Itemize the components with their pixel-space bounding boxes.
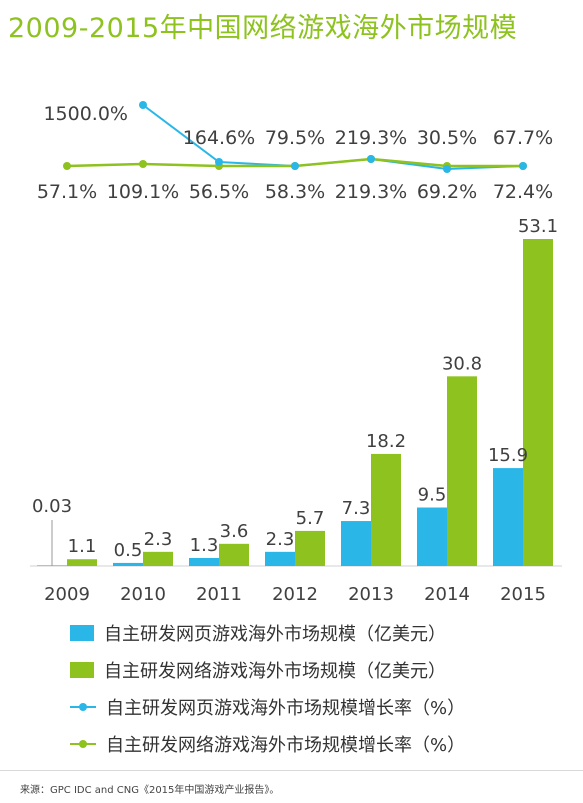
- bar-web-game-2013: [341, 521, 371, 566]
- legend-swatch-web-game-size: [70, 624, 94, 641]
- legend-swatch-online-game-size: [70, 661, 94, 678]
- data-label-online-game-2015: 53.1: [518, 216, 558, 237]
- data-label-web-game-2014: 9.5: [418, 484, 447, 505]
- growth-label-web-game-2011: 164.6%: [183, 127, 255, 149]
- bar-online-game-2013: [371, 453, 401, 566]
- data-label-web-game-2013: 7.3: [342, 498, 371, 519]
- chart-title: 2009-2015年中国网络游戏海外市场规模: [8, 13, 518, 44]
- legend-swatch-online-game-growth: [70, 736, 96, 752]
- bar-online-game-2009: [67, 559, 97, 566]
- bar-online-game-2012: [295, 530, 325, 566]
- x-tick-2014: 2014: [424, 584, 470, 605]
- bar-web-game-2010: [113, 562, 143, 566]
- data-label-online-game-2011: 3.6: [220, 521, 249, 542]
- x-tick-2011: 2011: [196, 584, 242, 605]
- growth-label-online-game-2013: 219.3%: [335, 181, 407, 203]
- growth-label-web-game-2012: 79.5%: [265, 127, 325, 149]
- point-web-game-growth-2010: [139, 101, 147, 109]
- data-label-web-game-2015: 15.9: [488, 445, 528, 466]
- data-label-web-game-2009: 0.03: [32, 496, 72, 517]
- bar-web-game-2011: [189, 557, 219, 566]
- bar-online-game-2014: [447, 376, 477, 566]
- data-label-online-game-2009: 1.1: [68, 536, 97, 557]
- footer-divider: [0, 770, 583, 771]
- source-note: 来源：GPC IDC and CNG《2015年中国游戏产业报告》。: [20, 785, 280, 796]
- data-label-web-game-2011: 1.3: [190, 535, 219, 556]
- point-web-game-growth-2015: [519, 162, 527, 170]
- bar-web-game-2012: [265, 551, 295, 566]
- growth-label-online-game-2011: 56.5%: [189, 181, 249, 203]
- point-online-game-growth-2009: [63, 162, 71, 170]
- data-label-web-game-2010: 0.5: [114, 540, 143, 561]
- data-label-online-game-2013: 18.2: [366, 431, 406, 452]
- legend-item-web-game-growth: 自主研发网页游戏海外市场规模增长率（%）: [70, 688, 465, 725]
- x-tick-2009: 2009: [44, 584, 90, 605]
- growth-label-web-game-2015: 67.7%: [493, 127, 553, 149]
- legend: 自主研发网页游戏海外市场规模（亿美元） 自主研发网络游戏海外市场规模（亿美元） …: [70, 614, 465, 762]
- point-web-game-growth-2011: [215, 158, 223, 166]
- x-tick-2010: 2010: [120, 584, 166, 605]
- bar-online-game-2011: [219, 543, 249, 566]
- legend-label-web-game-size: 自主研发网页游戏海外市场规模（亿美元）: [104, 623, 446, 645]
- legend-label-online-game-size: 自主研发网络游戏海外市场规模（亿美元）: [104, 660, 446, 682]
- growth-label-online-game-2015: 72.4%: [493, 181, 553, 203]
- growth-label-online-game-2009: 57.1%: [37, 181, 97, 203]
- bar-online-game-2015: [523, 239, 553, 566]
- point-web-game-growth-2014: [443, 165, 451, 173]
- growth-label-online-game-2010: 109.1%: [107, 181, 179, 203]
- data-label-web-game-2012: 2.3: [266, 529, 295, 550]
- legend-item-online-game-growth: 自主研发网络游戏海外市场规模增长率（%）: [70, 725, 465, 762]
- data-label-online-game-2012: 5.7: [296, 508, 325, 529]
- bar-web-game-2014: [417, 507, 447, 566]
- point-web-game-growth-2013: [367, 155, 375, 163]
- legend-item-web-game-size: 自主研发网页游戏海外市场规模（亿美元）: [70, 614, 465, 651]
- point-web-game-growth-2012: [291, 162, 299, 170]
- growth-label-online-game-2014: 69.2%: [417, 181, 477, 203]
- x-tick-2015: 2015: [500, 584, 546, 605]
- data-label-online-game-2014: 30.8: [442, 353, 482, 374]
- x-tick-2012: 2012: [272, 584, 318, 605]
- growth-label-web-game-2014: 30.5%: [417, 127, 477, 149]
- growth-label-online-game-2012: 58.3%: [265, 181, 325, 203]
- x-tick-2013: 2013: [348, 584, 394, 605]
- point-online-game-growth-2010: [139, 160, 147, 168]
- legend-label-web-game-growth: 自主研发网页游戏海外市场规模增长率（%）: [106, 697, 466, 719]
- legend-swatch-web-game-growth: [70, 699, 96, 715]
- growth-label-web-game-2013: 219.3%: [335, 127, 407, 149]
- data-label-online-game-2010: 2.3: [144, 529, 173, 550]
- legend-label-online-game-growth: 自主研发网络游戏海外市场规模增长率（%）: [106, 734, 466, 756]
- bar-web-game-2015: [493, 468, 523, 566]
- legend-item-online-game-size: 自主研发网络游戏海外市场规模（亿美元）: [70, 651, 465, 688]
- growth-label-web-game-2010: 1500.0%: [43, 103, 128, 125]
- bar-online-game-2010: [143, 551, 173, 566]
